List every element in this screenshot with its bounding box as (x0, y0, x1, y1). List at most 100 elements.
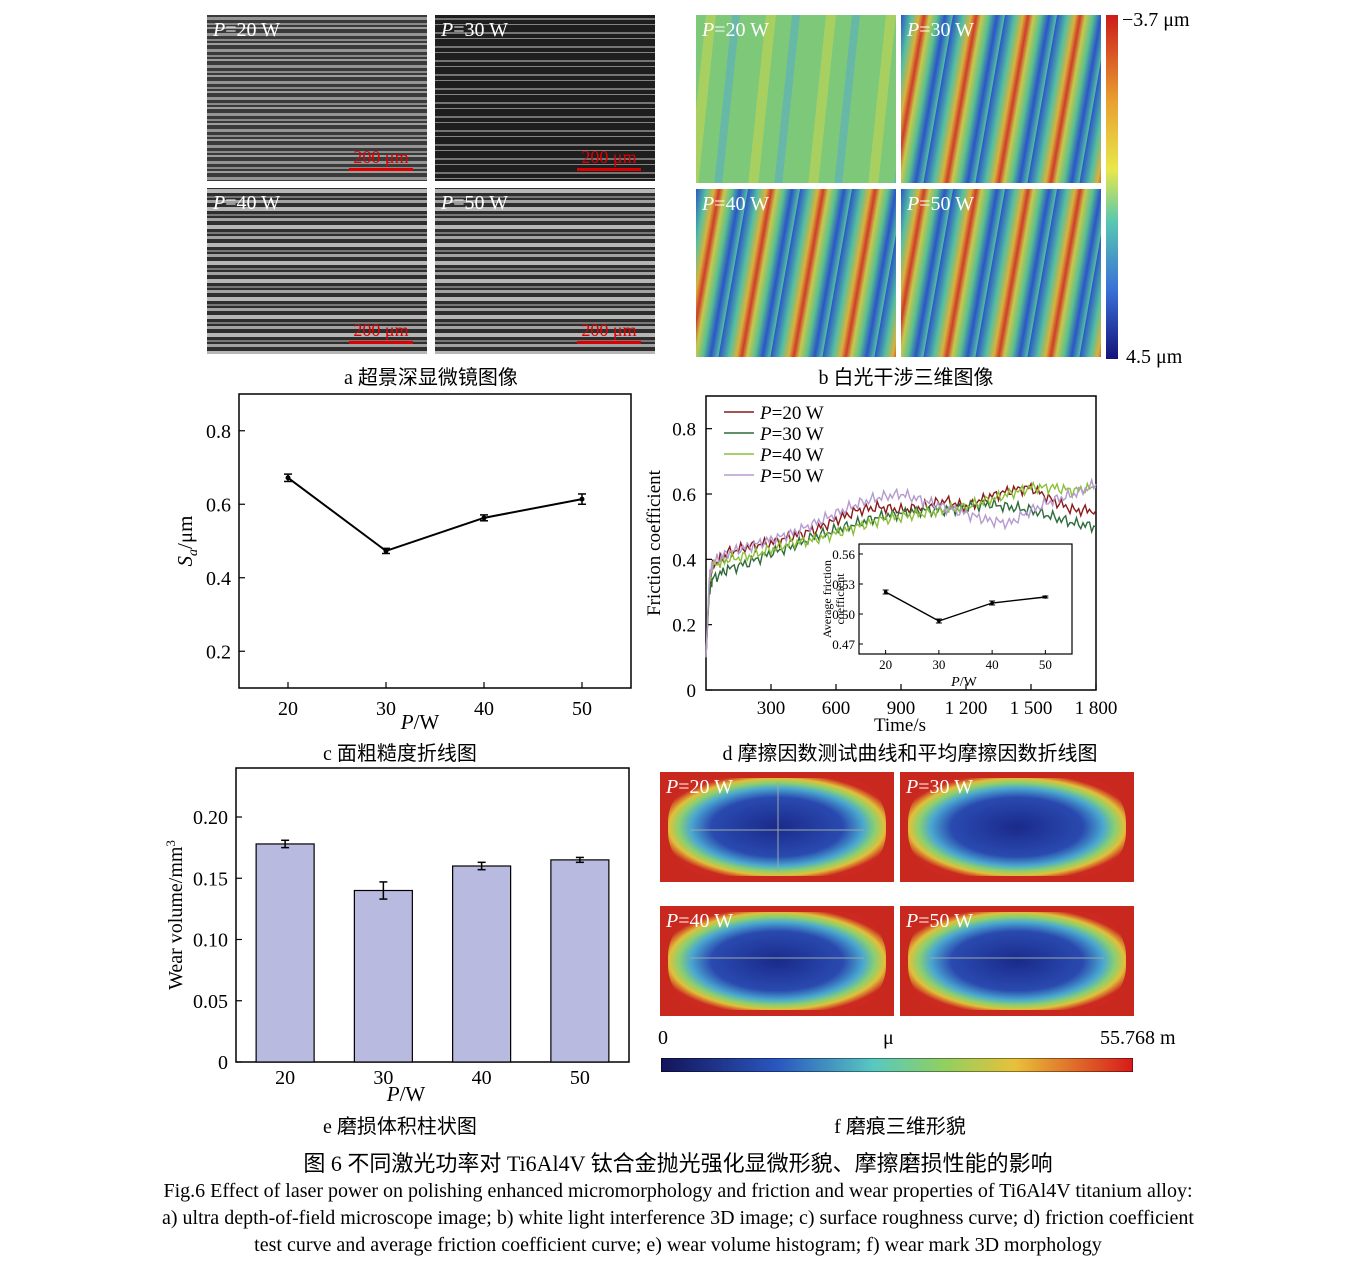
inset-y-tick-label: 0.56 (832, 547, 855, 562)
x-tick-label: 1 500 (1010, 698, 1053, 719)
x-tick-label: 20 (275, 1067, 295, 1089)
bar-30 (353, 889, 413, 1063)
x-tick-label: 40 (474, 698, 494, 720)
series-line-1 (705, 481, 1097, 658)
power-label: P=50 W (907, 193, 975, 215)
x-tick-label: 300 (757, 698, 786, 719)
power-label: P=50 W (441, 192, 509, 214)
y-tick-label: 0 (687, 681, 697, 702)
inset-x-tick-label: 50 (1039, 657, 1052, 672)
legend-label: P=20 W (759, 403, 824, 424)
y-tick-label: 0.4 (672, 550, 696, 571)
inset-series-line (885, 591, 1046, 622)
series-line-2 (705, 496, 1097, 658)
chart-e-wear-volume: 0 0.05 0.10 0.15 0.20 20 30 40 50 P/W Wear volu… (163, 767, 630, 1106)
figure-caption-en-line1: Fig.6 Effect of laser power on polishing… (163, 1180, 1193, 1202)
colorbar-left-label: 0 (658, 1027, 668, 1049)
x-tick-label: 30 (373, 1067, 393, 1089)
scale-bar: 200 μm (577, 320, 641, 344)
figure-caption-cn: 图 6 不同激光功率对 Ti6Al4V 钛合金抛光强化显微形貌、摩擦磨损性能的影… (303, 1151, 1053, 1176)
scale-bar: 200 μm (349, 147, 413, 171)
x-tick-label: 30 (376, 698, 396, 720)
power-label: P=20 W (702, 19, 770, 41)
y-axis-label: Friction coefficient (644, 469, 665, 616)
y-axis-label: Sa/μm (173, 516, 201, 567)
inset-y-tick-label: 0.50 (832, 607, 855, 622)
wear-mark-20w: P=20 W (660, 772, 894, 882)
inset-data-point (1043, 595, 1048, 599)
microscope-image-40w: P=40 W 200 μm (207, 188, 427, 354)
inset-frame (858, 543, 1073, 655)
inset-average-friction: 0.47 0.50 0.53 0.56 20 30 40 50 P/W Average fr… (820, 543, 1073, 690)
y-tick-label: 0.2 (672, 616, 696, 637)
figure-caption-en-line3: test curve and average friction coeffici… (254, 1234, 1102, 1256)
x-tick-label: 50 (570, 1067, 590, 1089)
legend-label: P=40 W (759, 445, 824, 466)
inset-data-point (937, 619, 941, 623)
inset-data-point (883, 590, 888, 594)
wear-mark-50w: P=50 W (900, 906, 1134, 1016)
y-tick-label: 0.8 (206, 421, 231, 443)
legend-label: P=30 W (759, 424, 824, 445)
y-tick-label: 0.05 (193, 991, 228, 1013)
caption-a: a 超景深显微镜图像 (344, 367, 518, 389)
scale-bar: 200 μm (577, 147, 641, 171)
wli-image-20w: P=20 W (696, 15, 896, 183)
inset-y-axis-label: Average frictioncoefficient (820, 560, 847, 638)
inset-x-tick-label: 20 (879, 657, 892, 672)
x-tick-label: 50 (572, 698, 592, 720)
colorbar-vertical (1106, 15, 1118, 359)
series-line (287, 476, 583, 553)
microscope-image-20w: P=20 W 200 μm (207, 15, 427, 181)
colorbar-horizontal (661, 1058, 1133, 1072)
inset-x-axis-label: P/W (950, 675, 977, 690)
power-label: P=50 W (906, 910, 974, 932)
caption-c: c 面粗糙度折线图 (323, 743, 477, 765)
y-tick-label: 0.8 (672, 420, 696, 441)
y-tick-label: 0 (218, 1052, 228, 1074)
y-axis-label: Wear volume/mm3 (163, 840, 187, 990)
plot-frame (235, 767, 630, 1063)
data-point (579, 496, 585, 502)
scale-bar: 200 μm (349, 320, 413, 344)
y-tick-label: 0.6 (206, 494, 231, 516)
plot-frame (238, 393, 632, 689)
chart-d-friction-coefficient: 0 0.2 0.4 0.6 0.8 300 600 900 1 200 1 500 1 800 P… (644, 395, 1118, 736)
y-tick-label: 0.4 (206, 568, 231, 590)
power-label: P=40 W (213, 192, 281, 214)
wli-image-50w: P=50 W (901, 189, 1101, 357)
wli-image-30w: P=30 W (901, 15, 1101, 183)
x-tick-label: 1 200 (945, 698, 988, 719)
y-tick-label: 0.6 (672, 485, 696, 506)
y-tick-label: 0.20 (193, 807, 228, 829)
power-label: P=30 W (907, 19, 975, 41)
inset-y-tick-label: 0.47 (832, 637, 855, 652)
data-point (383, 548, 389, 554)
x-axis-label: P/W (400, 710, 440, 734)
wear-mark-40w: P=40 W (660, 906, 894, 1016)
data-point (285, 475, 291, 481)
y-tick-label: 0.10 (193, 930, 228, 952)
y-tick-label: 0.15 (193, 868, 228, 890)
power-label: P=30 W (906, 776, 974, 798)
colorbar-top-label: −3.7 μm (1122, 9, 1190, 31)
caption-e: e 磨损体积柱状图 (323, 1116, 477, 1138)
power-label: P=30 W (441, 19, 509, 41)
inset-x-tick-label: 30 (932, 657, 945, 672)
wear-mark-30w: P=30 W (900, 772, 1134, 882)
bar-20 (255, 843, 315, 1063)
x-tick-label: 600 (822, 698, 851, 719)
y-tick-label: 0.2 (206, 641, 231, 663)
data-point (481, 515, 487, 521)
x-axis-label: P/W (386, 1082, 426, 1106)
caption-b: b 白光干涉三维图像 (818, 367, 994, 389)
series-line-4 (705, 477, 1097, 658)
x-tick-label: 1 800 (1075, 698, 1118, 719)
inset-x-tick-label: 40 (986, 657, 999, 672)
wli-image-40w: P=40 W (696, 189, 896, 357)
power-label: P=20 W (666, 776, 734, 798)
chart-c-surface-roughness: 0.2 0.4 0.6 0.8 20 30 40 50 P/W Sa/μm (173, 393, 632, 734)
colorbar-mid-label: μ (883, 1027, 894, 1049)
x-tick-label: 20 (278, 698, 298, 720)
power-label: P=40 W (702, 193, 770, 215)
